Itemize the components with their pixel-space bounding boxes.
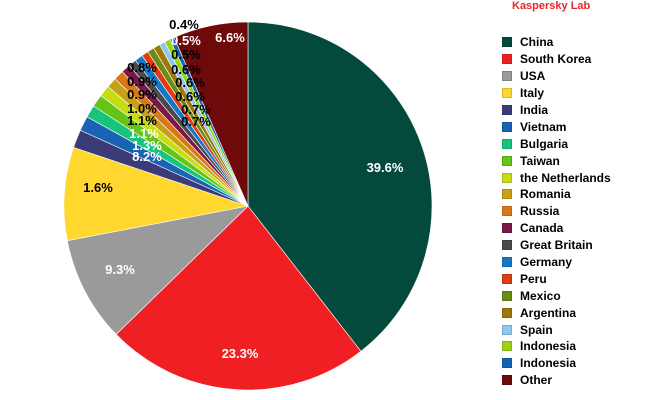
- legend-item: the Netherlands: [502, 169, 611, 186]
- legend-swatch: [502, 138, 512, 149]
- legend-item: Russia: [502, 203, 611, 220]
- legend-item: Indonesia: [502, 355, 611, 372]
- legend-label: Taiwan: [520, 153, 560, 168]
- legend-swatch: [502, 257, 512, 268]
- pie-slice-south-korea: [115, 205, 362, 391]
- legend-swatch: [502, 358, 512, 369]
- pie-slice-china: [247, 21, 433, 352]
- legend-label: Russia: [520, 204, 560, 219]
- legend-label: Indonesia: [520, 339, 577, 354]
- legend-label: Canada: [520, 221, 564, 236]
- data-label: 1.6%: [83, 180, 113, 195]
- legend-swatch: [502, 206, 512, 217]
- legend-item: Indonesia: [502, 338, 611, 355]
- legend-label: Argentina: [520, 305, 577, 320]
- data-label: 0.9%: [127, 87, 157, 102]
- legend-swatch: [502, 341, 512, 352]
- pie-slice-usa: [66, 205, 249, 335]
- legend-item: India: [502, 102, 611, 119]
- legend-label: South Korea: [520, 52, 592, 67]
- legend-label: the Netherlands: [520, 170, 611, 185]
- legend-swatch: [502, 172, 512, 183]
- data-label: 6.6%: [215, 30, 245, 45]
- data-label: 1.1%: [127, 113, 157, 128]
- legend-swatch: [502, 71, 512, 82]
- legend-swatch: [502, 273, 512, 284]
- legend-label: China: [520, 35, 554, 50]
- data-label: 0.5%: [171, 47, 201, 62]
- legend-label: Romania: [520, 187, 571, 202]
- legend-item: Italy: [502, 85, 611, 102]
- legend-item: Argentina: [502, 304, 611, 321]
- legend-item: China: [502, 34, 611, 51]
- legend-label: Indonesia: [520, 356, 577, 371]
- pie-slices: [63, 21, 433, 391]
- legend-swatch: [502, 54, 512, 65]
- legend-item: Spain: [502, 321, 611, 338]
- data-label: 8.2%: [132, 149, 162, 164]
- chart-legend: China South Korea USA Italy India Vietnam Bulg…: [502, 34, 611, 389]
- legend-swatch: [502, 223, 512, 234]
- legend-swatch: [502, 307, 512, 318]
- legend-swatch: [502, 88, 512, 99]
- pie-slice-italy: [63, 147, 250, 242]
- data-label: 0.7%: [181, 114, 211, 129]
- data-label: 0.4%: [169, 17, 199, 32]
- legend-item: Peru: [502, 270, 611, 287]
- data-label: 0.6%: [175, 75, 205, 90]
- legend-swatch: [502, 375, 512, 386]
- data-label: 0.5%: [171, 33, 201, 48]
- data-label: 23.3%: [222, 346, 259, 361]
- data-label: 0.6%: [175, 89, 205, 104]
- legend-swatch: [502, 155, 512, 166]
- legend-swatch: [502, 121, 512, 132]
- legend-label: Spain: [520, 322, 553, 337]
- brand-logo-text: Kaspersky Lab: [512, 0, 591, 12]
- legend-swatch: [502, 105, 512, 115]
- legend-item: Canada: [502, 220, 611, 237]
- legend-label: Italy: [520, 86, 545, 101]
- legend-swatch: [502, 240, 512, 251]
- legend-label: USA: [520, 69, 546, 84]
- pie-slice-other: [173, 21, 249, 207]
- data-label: 1.3%: [132, 138, 162, 153]
- legend-item: Bulgaria: [502, 135, 611, 152]
- data-label: 0.6%: [171, 62, 201, 77]
- data-label: 1.1%: [129, 126, 159, 141]
- legend-label: Bulgaria: [520, 136, 569, 151]
- data-label: 0.8%: [127, 60, 157, 75]
- data-label: 1.0%: [127, 101, 157, 116]
- data-label: 0.9%: [127, 74, 157, 89]
- legend-label: Vietnam: [520, 119, 567, 134]
- data-label: 0.7%: [181, 102, 211, 117]
- legend-item: Other: [502, 372, 611, 389]
- data-label: 39.6%: [367, 160, 404, 175]
- legend-item: Vietnam: [502, 118, 611, 135]
- legend-item: Mexico: [502, 287, 611, 304]
- legend-swatch: [502, 324, 512, 335]
- legend-label: Germany: [520, 255, 573, 270]
- legend-label: Great Britain: [520, 238, 593, 253]
- data-label: 9.3%: [105, 262, 135, 277]
- legend-label: Peru: [520, 271, 547, 286]
- legend-item: Taiwan: [502, 152, 611, 169]
- legend-label: Other: [520, 373, 553, 388]
- legend-swatch: [502, 37, 512, 48]
- legend-item: Romania: [502, 186, 611, 203]
- legend-label: Mexico: [520, 288, 561, 303]
- legend-item: South Korea: [502, 51, 611, 68]
- pie-labels: 39.6%23.3%9.3%1.6%8.2%1.3%1.1%1.1%1.0%0.…: [83, 17, 404, 361]
- legend-item: Great Britain: [502, 237, 611, 254]
- legend-label: India: [520, 103, 549, 117]
- legend-swatch: [502, 290, 512, 301]
- legend-item: USA: [502, 68, 611, 85]
- legend-item: Germany: [502, 254, 611, 271]
- legend-swatch: [502, 189, 512, 200]
